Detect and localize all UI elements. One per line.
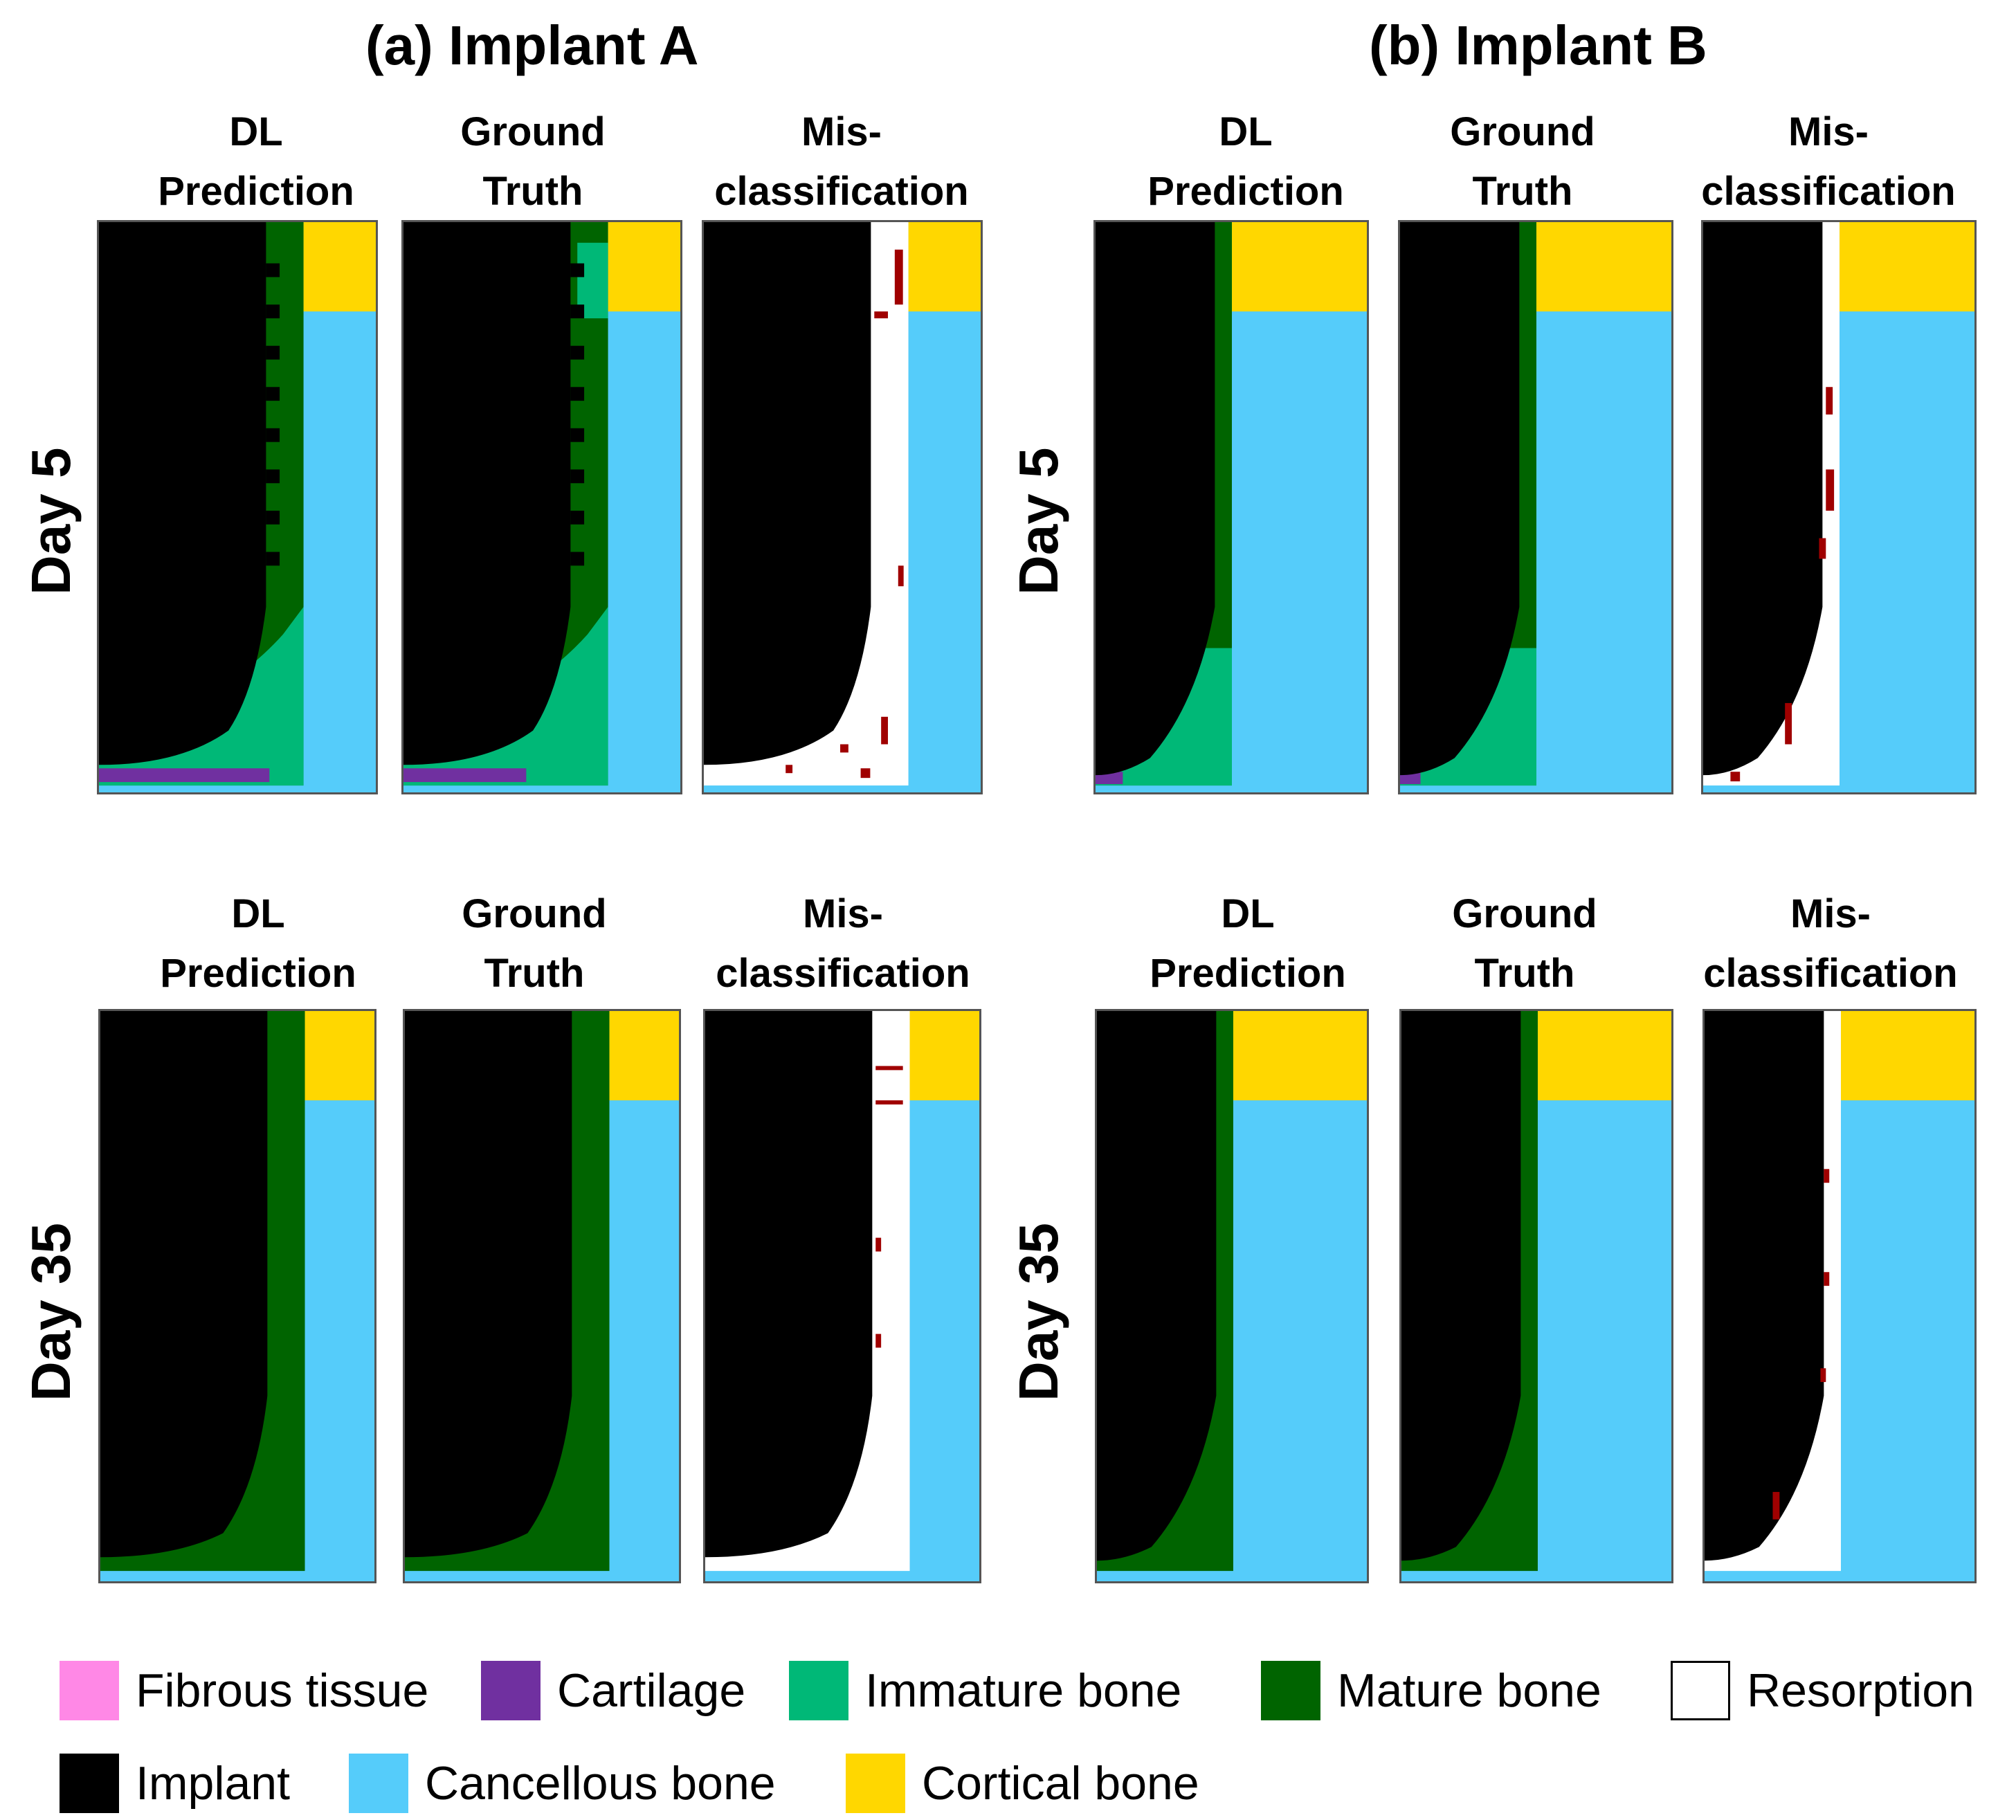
misclassified-pixels <box>785 249 904 779</box>
map-a-day5-misclassification <box>704 222 981 792</box>
panel-a-day35-misclassification <box>703 1009 981 1583</box>
legend-swatch-cartilage <box>481 1661 541 1720</box>
col-title-prediction-b-day35: DL Prediction <box>1150 891 1346 996</box>
legend-item-cancellous-bone: Cancellous bone <box>349 1754 776 1813</box>
implant-region <box>1097 1011 1217 1561</box>
row-label-day35-a: Day 35 <box>20 1223 82 1401</box>
col-title-truth-b-day35: Ground Truth <box>1452 891 1597 996</box>
map-b-day35-prediction <box>1097 1011 1367 1581</box>
cortical-bone-region <box>1840 1011 1974 1101</box>
cortical-bone-region <box>1231 222 1367 312</box>
col-title-misclass-a-day35: Mis- classification <box>716 891 970 996</box>
legend-item-immature-bone: Immature bone <box>789 1661 1181 1720</box>
panel-b-day5-prediction <box>1093 220 1369 794</box>
legend-item-fibrous-tissue: Fibrous tissue <box>60 1661 428 1720</box>
legend-swatch-mature-bone <box>1261 1661 1320 1720</box>
map-b-day35-ground-truth <box>1401 1011 1671 1581</box>
map-a-day5-ground-truth <box>403 222 680 792</box>
implant-region <box>1703 222 1823 776</box>
implant-region <box>1096 222 1215 776</box>
implant-region <box>1401 1011 1521 1561</box>
cartilage-strip <box>99 768 270 783</box>
legend-swatch-resorption <box>1671 1661 1730 1720</box>
implant-region <box>1705 1011 1824 1561</box>
implant-region <box>1400 222 1520 776</box>
row-label-day35-b: Day 35 <box>1008 1223 1069 1401</box>
cortical-bone-region <box>1839 222 1974 312</box>
legend-item-mature-bone: Mature bone <box>1261 1661 1601 1720</box>
implant-thread-teeth <box>266 263 280 566</box>
legend-label-immature-bone: Immature bone <box>865 1664 1182 1717</box>
panel-a-day35-ground-truth <box>403 1009 681 1583</box>
panel-b-day35-misclassification <box>1702 1009 1977 1583</box>
legend-label-mature-bone: Mature bone <box>1337 1664 1601 1717</box>
legend-label-resorption: Resorption <box>1747 1664 1974 1717</box>
map-b-day5-ground-truth <box>1400 222 1671 792</box>
implant-region <box>100 1011 268 1558</box>
implant-region <box>405 1011 572 1558</box>
implant-region <box>99 222 266 765</box>
map-a-day35-ground-truth <box>405 1011 679 1581</box>
legend-label-cortical-bone: Cortical bone <box>922 1757 1199 1810</box>
cortical-bone-region <box>608 222 680 312</box>
legend-swatch-implant <box>60 1754 119 1813</box>
col-title-truth-b-day5: Ground Truth <box>1450 109 1595 214</box>
misclassified-pixels <box>1730 387 1835 782</box>
legend-item-resorption: Resorption <box>1671 1661 1974 1720</box>
legend-swatch-fibrous-tissue <box>60 1661 119 1720</box>
legend-swatch-immature-bone <box>789 1661 848 1720</box>
panel-a-day5-prediction <box>97 220 378 794</box>
col-title-prediction-a-day35: DL Prediction <box>160 891 356 996</box>
row-label-day5-b: Day 5 <box>1008 447 1069 595</box>
implant-region <box>705 1011 873 1558</box>
cortical-bone-region <box>909 1011 979 1101</box>
legend-label-cancellous-bone: Cancellous bone <box>425 1757 776 1810</box>
misclassified-pixels <box>1772 1169 1830 1520</box>
legend-label-fibrous-tissue: Fibrous tissue <box>136 1664 429 1717</box>
col-title-misclass-b-day35: Mis- classification <box>1703 891 1958 996</box>
legend-swatch-cortical-bone <box>846 1754 905 1813</box>
cortical-bone-region <box>303 222 376 312</box>
panel-b-day35-prediction <box>1095 1009 1369 1583</box>
col-title-prediction-b-day5: DL Prediction <box>1147 109 1344 214</box>
implant-b-title: (b) Implant B <box>1369 15 1707 76</box>
legend-item-implant: Implant <box>60 1754 290 1813</box>
cortical-bone-region <box>1536 222 1671 312</box>
map-b-day5-prediction <box>1096 222 1367 792</box>
implant-thread-teeth <box>570 263 585 566</box>
map-a-day35-misclassification <box>705 1011 979 1581</box>
legend-item-cortical-bone: Cortical bone <box>846 1754 1199 1813</box>
row-label-day5-a: Day 5 <box>20 447 82 595</box>
legend-item-cartilage: Cartilage <box>481 1661 745 1720</box>
implant-region <box>704 222 871 765</box>
cortical-bone-region <box>1537 1011 1671 1101</box>
col-title-misclass-a-day5: Mis- classification <box>714 109 969 214</box>
panel-b-day5-misclassification <box>1701 220 1977 794</box>
misclassified-pixels <box>875 1066 903 1348</box>
col-title-truth-a-day5: Ground Truth <box>460 109 606 214</box>
panel-a-day35-prediction <box>98 1009 376 1583</box>
implant-a-title: (a) Implant A <box>365 15 699 76</box>
legend-label-implant: Implant <box>136 1757 290 1810</box>
panel-b-day35-ground-truth <box>1399 1009 1673 1583</box>
map-a-day35-prediction <box>100 1011 374 1581</box>
col-title-prediction-a-day5: DL Prediction <box>158 109 354 214</box>
cortical-bone-region <box>609 1011 679 1101</box>
panel-b-day5-ground-truth <box>1398 220 1673 794</box>
panel-a-day5-ground-truth <box>401 220 682 794</box>
map-a-day5-prediction <box>99 222 376 792</box>
map-b-day5-misclassification <box>1703 222 1974 792</box>
cartilage-strip <box>403 768 527 783</box>
cortical-bone-region <box>908 222 981 312</box>
col-title-truth-a-day35: Ground Truth <box>462 891 607 996</box>
legend-label-cartilage: Cartilage <box>557 1664 746 1717</box>
legend-swatch-cancellous-bone <box>349 1754 408 1813</box>
cortical-bone-region <box>305 1011 374 1101</box>
cortical-bone-region <box>1233 1011 1367 1101</box>
panel-a-day5-misclassification <box>702 220 983 794</box>
map-b-day35-misclassification <box>1705 1011 1974 1581</box>
implant-region <box>403 222 571 765</box>
col-title-misclass-b-day5: Mis- classification <box>1701 109 1956 214</box>
